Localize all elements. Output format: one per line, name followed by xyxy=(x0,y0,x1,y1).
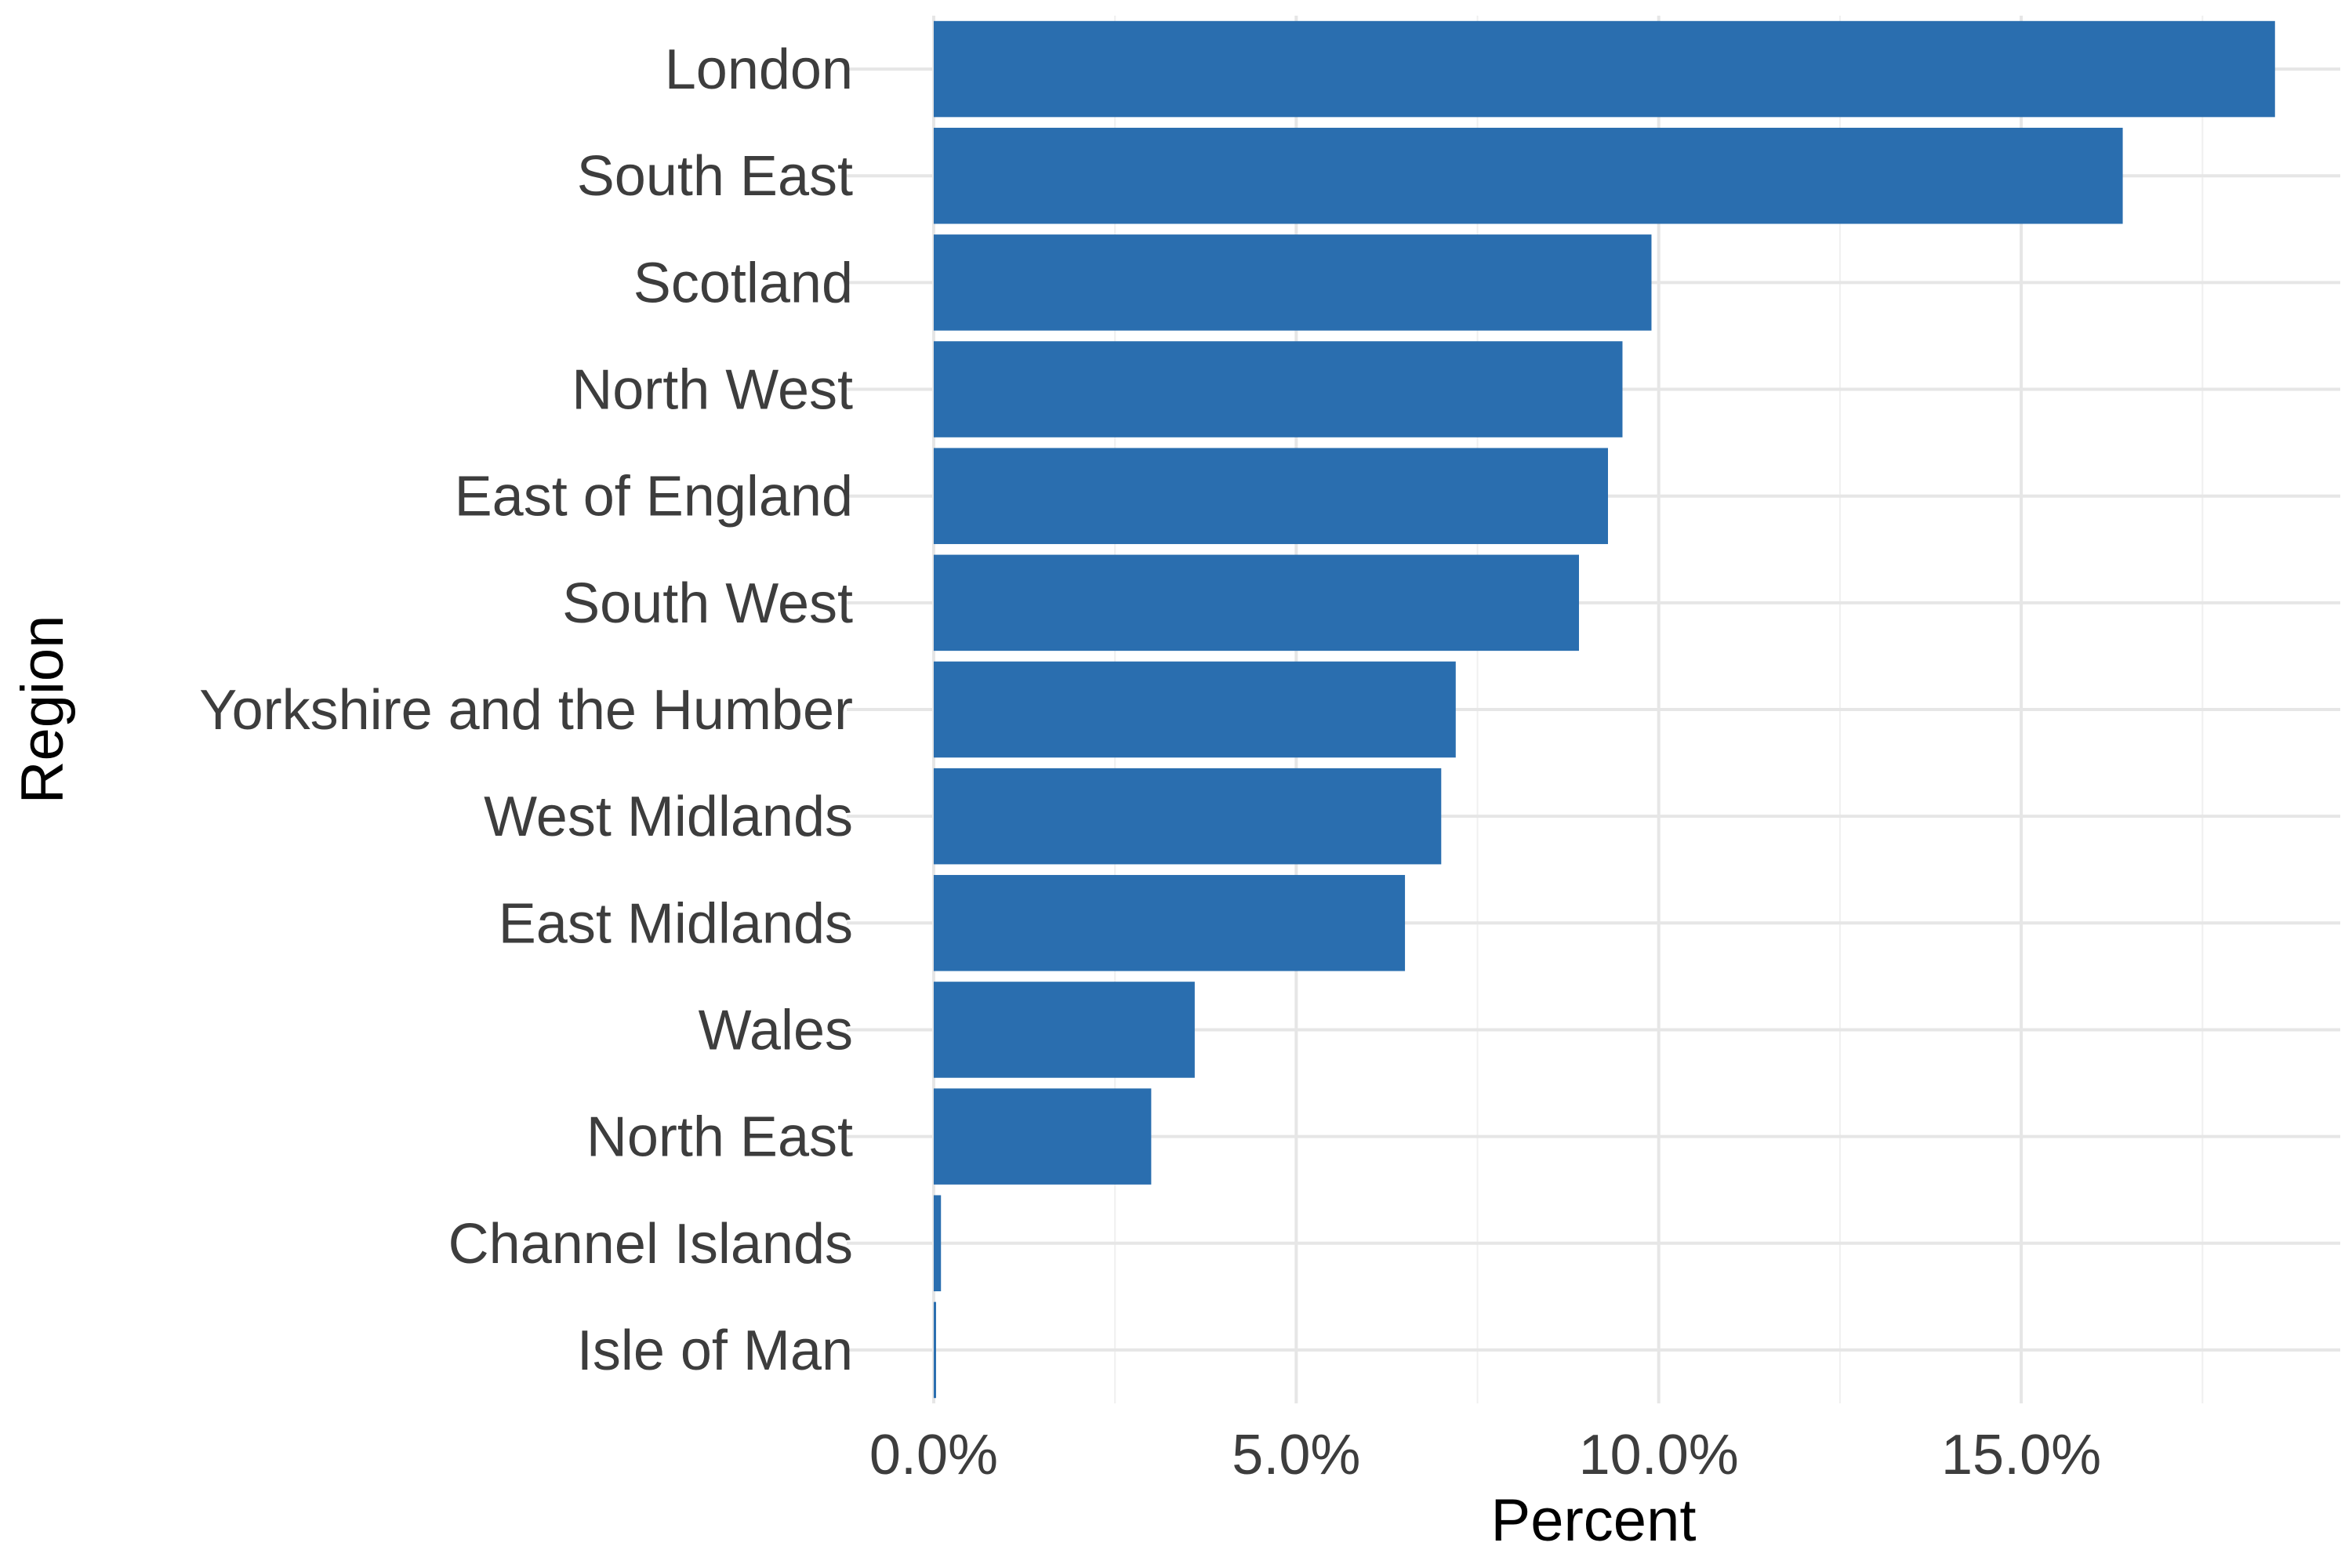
bar-west-midlands xyxy=(933,768,1442,865)
bar-east-midlands xyxy=(933,875,1406,971)
bar-east-of-england xyxy=(933,448,1608,544)
bar-north-east xyxy=(933,1088,1152,1185)
bar-south-east xyxy=(933,127,2123,224)
x-tick-label: 10.0% xyxy=(1579,1424,1739,1486)
y-tick-label: North East xyxy=(586,1106,853,1169)
x-axis-title: Percent xyxy=(1491,1487,1697,1554)
bar-london xyxy=(933,20,2275,118)
y-tick-label: East of England xyxy=(455,466,853,528)
y-tick-label: Channel Islands xyxy=(448,1213,853,1276)
y-tick-label: South East xyxy=(577,145,853,208)
bar-yorkshire-and-the-humber xyxy=(933,661,1456,758)
bar-south-west xyxy=(933,554,1580,652)
bar-north-west xyxy=(933,341,1623,437)
bar-channel-islands xyxy=(933,1195,942,1292)
x-tick-label: 5.0% xyxy=(1232,1424,1360,1486)
bar-scotland xyxy=(933,234,1652,331)
y-tick-label: North West xyxy=(572,359,853,422)
y-tick-labels: London South East Scotland North West East o… xyxy=(199,38,853,1382)
bar-wales xyxy=(933,982,1195,1078)
y-tick-label: London xyxy=(665,38,853,101)
y-tick-label: Scotland xyxy=(633,252,853,314)
y-tick-label: Wales xyxy=(699,999,853,1062)
y-tick-label: Yorkshire and the Humber xyxy=(199,679,853,742)
y-tick-label: South West xyxy=(562,572,853,635)
y-tick-label: West Midlands xyxy=(484,786,853,848)
x-tick-labels: 0.0% 5.0% 10.0% 15.0% xyxy=(869,1424,2101,1486)
y-axis-title: Region xyxy=(9,615,76,804)
bars xyxy=(933,20,2275,1399)
y-tick-label: Isle of Man xyxy=(577,1319,853,1382)
x-tick-label: 0.0% xyxy=(869,1424,998,1486)
x-tick-label: 15.0% xyxy=(1941,1424,2101,1486)
bar-isle-of-man xyxy=(933,1301,936,1399)
y-tick-label: East Midlands xyxy=(499,892,853,955)
